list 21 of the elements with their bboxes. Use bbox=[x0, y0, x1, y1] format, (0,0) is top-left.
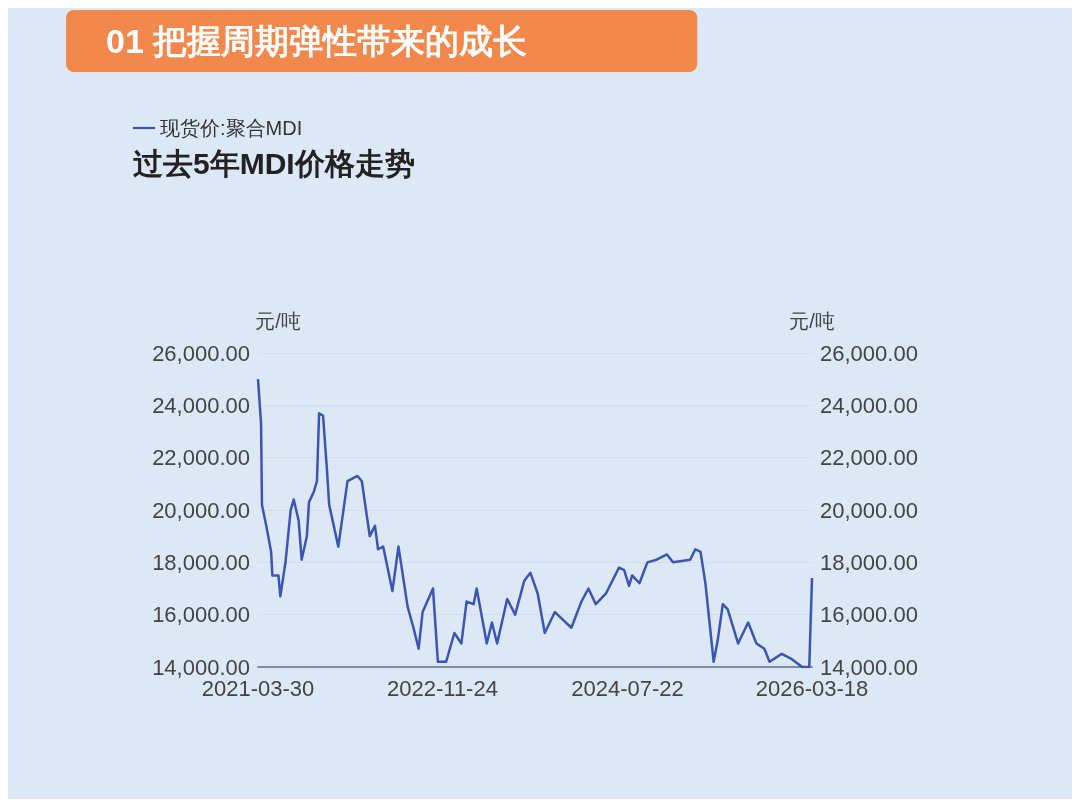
legend-label: 现货价:聚合MDI bbox=[160, 117, 303, 139]
x-tick-label: 2022-11-24 bbox=[387, 675, 498, 701]
chart-subtitle: 过去5年MDI价格走势 bbox=[133, 146, 415, 180]
y-tick-label: 26,000.00 bbox=[152, 340, 250, 366]
y2-axis-title: 元/吨 bbox=[789, 310, 835, 332]
y2-tick-label: 20,000.00 bbox=[820, 497, 918, 523]
y-tick-label: 20,000.00 bbox=[152, 497, 250, 523]
y2-tick-label: 18,000.00 bbox=[820, 549, 918, 575]
y2-tick-label: 24,000.00 bbox=[820, 392, 918, 418]
y2-tick-label: 22,000.00 bbox=[820, 445, 918, 471]
y2-tick-label: 16,000.00 bbox=[820, 602, 918, 628]
y-tick-label: 22,000.00 bbox=[152, 445, 250, 471]
y-tick-label: 24,000.00 bbox=[152, 392, 250, 418]
x-tick-label: 2024-07-22 bbox=[571, 675, 684, 701]
y2-tick-label: 26,000.00 bbox=[820, 340, 918, 366]
chart-title: 01 把握周期弹性带来的成长 bbox=[106, 22, 528, 60]
y-tick-label: 16,000.00 bbox=[152, 602, 250, 628]
line-series bbox=[256, 377, 814, 669]
y2-tick-label: 14,000.00 bbox=[820, 654, 918, 680]
y-tick-label: 18,000.00 bbox=[152, 549, 250, 575]
y-axis-title: 元/吨 bbox=[255, 310, 301, 332]
